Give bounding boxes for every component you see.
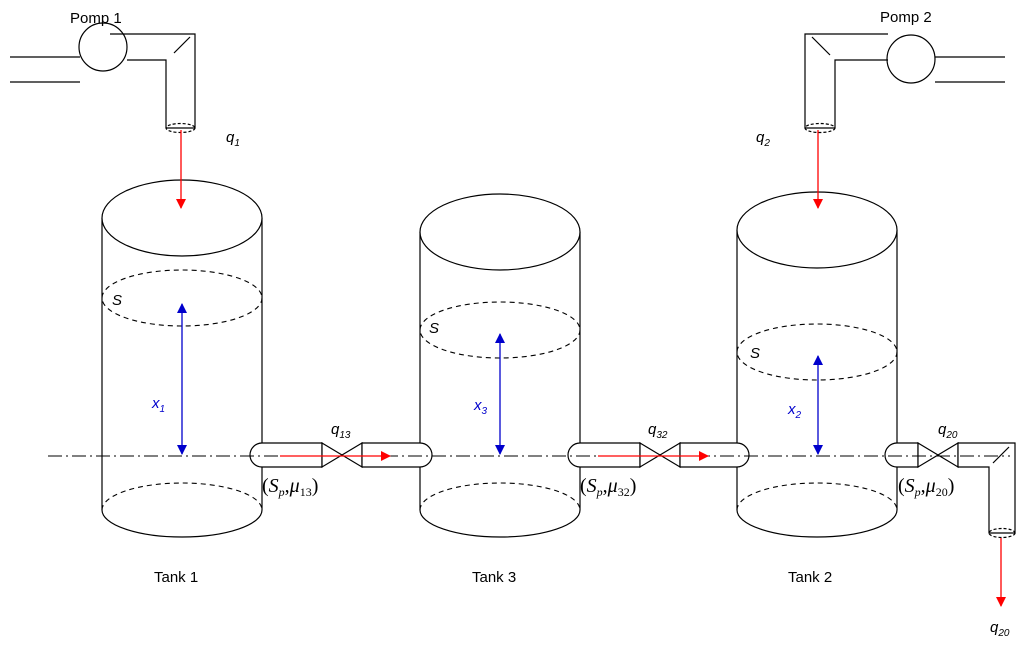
tank-2-area-label: S [750,345,760,362]
pump-2-label: Pomp 2 [880,9,932,26]
pump-1-impeller-icon [78,22,128,72]
pump-1-label: Pomp 1 [70,10,122,27]
flow-label-q20: q20 [938,421,958,441]
valve-label-32: (Sp,μ32) [580,475,636,499]
tank-1 [101,179,263,538]
level-label-x3: x3 [473,397,488,417]
flow-label-q1: q1 [226,129,240,149]
level-label-x1: x1 [151,395,165,415]
tank-1-label: Tank 1 [154,569,198,586]
pump-2 [804,33,1005,134]
valve-label-20: (Sp,μ20) [898,475,954,499]
tank-3-label: Tank 3 [472,569,516,586]
pump-1 [10,22,196,134]
pump-2-impeller-icon [886,34,936,84]
flow-label-q20-out: q20 [990,619,1010,639]
valve-label-13: (Sp,μ13) [262,475,318,499]
pipe-tank3-tank2 [567,441,750,469]
pipe-tank1-tank3 [249,441,433,469]
valve-32-icon [639,441,662,469]
tank-2-label: Tank 2 [788,569,832,586]
flow-label-q13: q13 [331,421,351,441]
flow-label-q32: q32 [648,421,668,441]
level-label-x2: x2 [787,401,802,421]
outlet-pipe-tank2 [884,441,1016,539]
tank-1-area-label: S [112,292,122,309]
tank-2 [736,191,898,538]
valve-13-icon [321,441,344,469]
tank-3-area-label: S [429,320,439,337]
flow-label-q2: q2 [756,129,770,149]
valve-20-icon [917,441,940,469]
